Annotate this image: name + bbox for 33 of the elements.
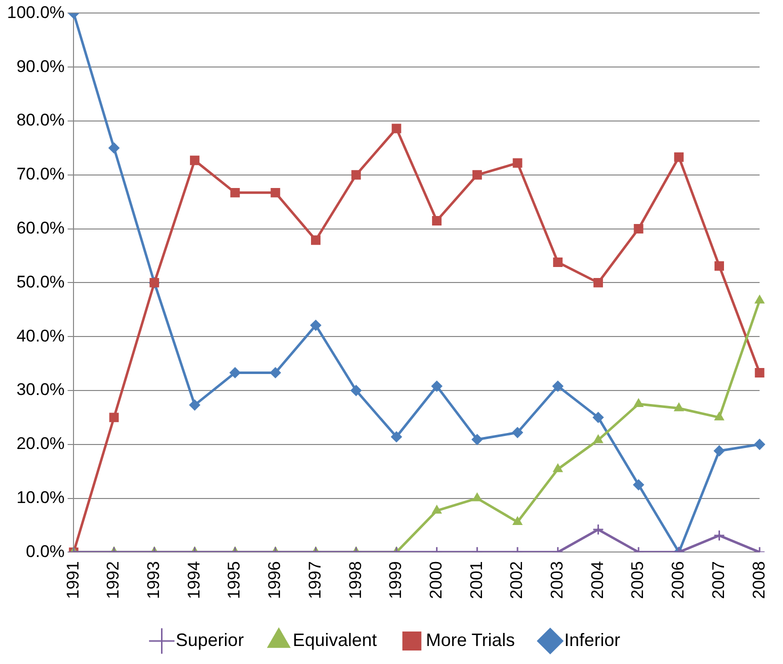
- legend-label: More Trials: [426, 630, 515, 650]
- x-tick-label: 2003: [548, 561, 567, 600]
- legend-label: Equivalent: [292, 630, 377, 650]
- x-tick-label: 1999: [386, 561, 406, 600]
- x-tick-label: 2005: [628, 561, 648, 600]
- x-tick-label: 1994: [184, 561, 204, 600]
- y-tick-label: 90.0%: [16, 56, 65, 76]
- x-tick-label: 1995: [224, 561, 244, 600]
- x-tick-label: 1996: [265, 561, 284, 600]
- y-tick-label: 100.0%: [6, 2, 65, 22]
- x-tick-label: 2000: [426, 561, 446, 600]
- x-tick-label: 1992: [104, 561, 123, 600]
- x-tick-label: 1991: [63, 561, 82, 600]
- x-tick-label: 1993: [144, 561, 164, 600]
- y-tick-label: 10.0%: [16, 488, 65, 507]
- y-tick-label: 30.0%: [16, 380, 65, 400]
- y-tick-label: 60.0%: [16, 218, 65, 238]
- y-tick-label: 70.0%: [16, 164, 65, 184]
- x-tick-label: 1997: [305, 561, 324, 600]
- y-tick-label: 40.0%: [16, 326, 65, 346]
- x-tick-label: 2008: [749, 561, 768, 600]
- y-tick-label: 0.0%: [26, 542, 65, 561]
- x-tick-label: 2002: [507, 561, 526, 600]
- x-tick-label: 2006: [668, 561, 688, 600]
- y-tick-label: 50.0%: [16, 272, 65, 292]
- legend-label: Superior: [176, 630, 244, 650]
- legend-label: Inferior: [564, 630, 620, 650]
- x-tick-label: 2001: [466, 561, 486, 600]
- x-tick-label: 1998: [346, 561, 365, 600]
- x-tick-label: 2007: [708, 561, 728, 600]
- y-tick-label: 80.0%: [16, 110, 65, 130]
- y-tick-label: 20.0%: [16, 434, 65, 454]
- x-tick-label: 2004: [588, 561, 607, 600]
